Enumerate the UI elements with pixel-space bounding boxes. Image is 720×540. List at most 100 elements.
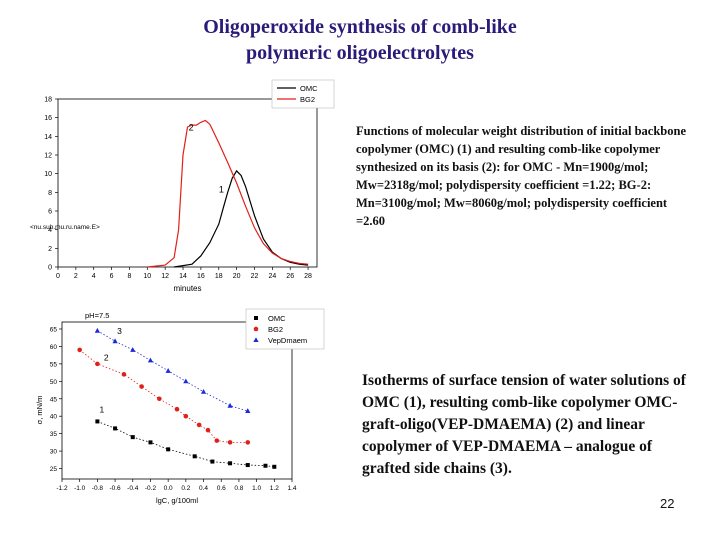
x-tick-label: -1.2 [56, 485, 68, 492]
legend-box [271, 79, 335, 109]
data-point-bg2 [139, 384, 144, 389]
y-tick-label: 35 [50, 431, 58, 438]
y-tick-label: 6 [48, 209, 52, 216]
data-point-bg2 [174, 406, 180, 412]
data-point-vepdmaem [147, 357, 154, 363]
x-tick-label: 6 [110, 273, 114, 280]
data-point-bg2 [214, 438, 220, 443]
x-axis-label: lgC, g/100ml [156, 496, 198, 505]
data-point-bg2 [77, 347, 82, 353]
y-tick-label: 30 [50, 449, 58, 456]
plot-frame [57, 98, 318, 268]
data-point-bg2 [245, 440, 251, 445]
series-line-bg2 [147, 119, 309, 268]
data-point-omc [228, 461, 233, 466]
legend-marker [253, 326, 259, 332]
y-tick-label: 18 [44, 97, 52, 104]
y-tick-label: 55 [50, 361, 58, 368]
legend-marker [254, 316, 258, 320]
x-tick-label: 12 [161, 273, 169, 280]
x-tick-label: 1.0 [252, 485, 261, 492]
x-tick-label: 0 [56, 273, 60, 280]
x-tick-label: 28 [304, 273, 312, 280]
x-tick-label: -0.8 [92, 485, 104, 492]
data-point-omc [130, 435, 135, 440]
y-tick-label: 8 [48, 190, 52, 197]
x-tick-label: 0.6 [217, 485, 226, 492]
x-tick-label: 16 [197, 273, 205, 280]
y-tick-label: 0 [48, 265, 52, 272]
title-line-1: Oligoperoxide synthesis of comb-like [203, 16, 517, 38]
plot-frame [61, 321, 293, 480]
data-point-omc [113, 426, 118, 431]
slide-title: Oligoperoxide synthesis of comb-like pol… [0, 14, 720, 66]
data-point-omc [192, 454, 197, 459]
data-point-bg2 [95, 361, 100, 367]
legend-label: BG2 [300, 95, 315, 104]
y-tick-label: 40 [50, 414, 58, 421]
description-mwd: Functions of molecular weight distributi… [356, 124, 687, 228]
y-tick-label: 12 [44, 153, 52, 160]
curve-annotation: 2 [189, 123, 194, 133]
x-tick-label: -0.2 [145, 485, 157, 492]
page-number: 22 [660, 496, 675, 511]
y-tick-label: 25 [50, 466, 58, 473]
chart-title: pH=7.5 [85, 311, 109, 320]
y-tick-label: 2 [48, 246, 52, 253]
series-trend-bg2 [79, 349, 248, 443]
curve-annotation: 1 [219, 184, 224, 194]
series-trend-omc [97, 421, 275, 468]
x-tick-label: 20 [233, 273, 241, 280]
x-tick-label: 22 [251, 273, 259, 280]
data-point-vepdmaem [200, 388, 207, 394]
data-point-bg2 [157, 396, 162, 402]
legend-marker [253, 337, 259, 342]
data-point-bg2 [121, 372, 127, 377]
y-axis-label: <nu.sub.mu.ru.name.E> [30, 224, 100, 231]
x-tick-label: 0.4 [199, 485, 208, 492]
legend-label: VepDmaem [268, 336, 307, 345]
y-tick-label: 16 [44, 115, 52, 122]
data-point-bg2 [196, 422, 202, 428]
curve-annotation: 3 [117, 326, 122, 336]
x-tick-label: 2 [74, 273, 78, 280]
legend-label: BG2 [268, 325, 283, 334]
data-point-omc [95, 419, 100, 424]
series-trend-vepdmaem [97, 330, 248, 412]
x-tick-label: -1.0 [74, 485, 86, 492]
x-tick-label: 10 [143, 273, 151, 280]
data-point-omc [272, 464, 277, 469]
data-point-omc [210, 459, 215, 464]
x-tick-label: 0.2 [181, 485, 190, 492]
x-tick-label: 1.2 [270, 485, 279, 492]
data-point-vepdmaem [183, 378, 189, 384]
y-tick-label: 50 [50, 379, 58, 386]
data-point-bg2 [227, 440, 233, 445]
y-tick-label: 10 [44, 171, 52, 178]
data-point-bg2 [183, 413, 189, 419]
y-tick-label: 45 [50, 396, 58, 403]
y-tick-label: 14 [44, 134, 52, 141]
x-tick-label: 8 [127, 273, 131, 280]
x-axis-label: minutes [173, 284, 201, 293]
x-tick-label: -0.4 [127, 485, 139, 492]
x-tick-label: 0.8 [234, 485, 243, 492]
data-point-bg2 [205, 427, 211, 433]
curve-annotation: 1 [99, 405, 104, 415]
molecular-weight-distribution-chart: 0 2 4 6 8 10 12 14 16 18 20 22 24 26 28024681012141618… [30, 79, 335, 293]
data-point-vepdmaem [130, 347, 136, 352]
y-tick-label: 60 [50, 344, 58, 351]
x-tick-label: -0.6 [109, 485, 121, 492]
x-tick-label: 26 [286, 273, 294, 280]
x-tick-label: 4 [92, 273, 96, 280]
series-line-omc [174, 169, 309, 268]
y-tick-label: 4 [48, 227, 52, 234]
data-point-omc [166, 447, 171, 452]
y-axis-label: σ, mN/m [35, 396, 44, 425]
legend-box [245, 308, 325, 350]
x-tick-label: 14 [179, 273, 187, 280]
x-tick-label: 18 [215, 273, 223, 280]
data-point-omc [263, 463, 268, 468]
data-point-vepdmaem [112, 338, 118, 344]
